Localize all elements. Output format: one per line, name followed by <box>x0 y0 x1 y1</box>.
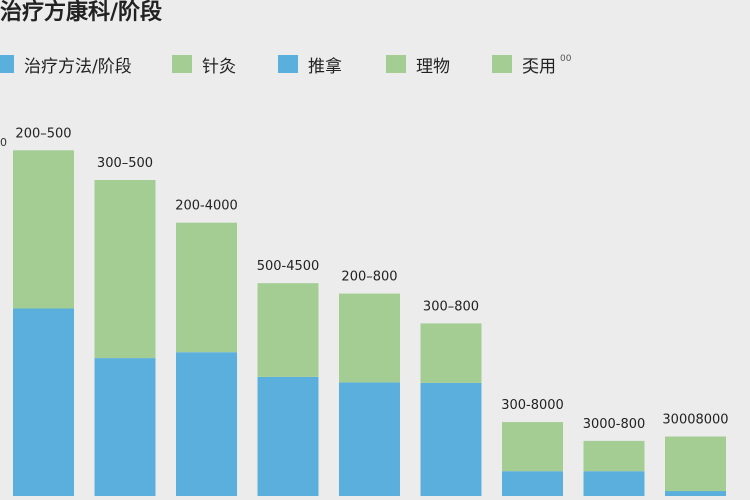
bar-segment-blue-1 <box>13 308 74 496</box>
legend-item-physio: 理物 <box>386 52 450 77</box>
bar-segment-blue-9 <box>665 491 726 496</box>
bar-segment-green-3 <box>176 222 237 353</box>
legend-swatch-physio <box>386 55 406 73</box>
legend-swatch-cost <box>492 55 512 73</box>
bar-segment-blue-8 <box>583 471 645 496</box>
bar-segment-green-8 <box>583 440 645 472</box>
bar-segment-blue-2 <box>94 358 156 496</box>
legend-swatch-acupuncture <box>172 55 192 73</box>
legend-item-method: 治疗方法/阶段 <box>0 52 132 77</box>
legend: 治疗方法/阶段 针灸 推拿 理物 奀用 00 <box>0 52 750 78</box>
bar-label-3: 200-4000 <box>175 199 238 214</box>
bar-label-7: 300-8000 <box>501 398 564 413</box>
bar-segment-blue-3 <box>176 352 237 496</box>
legend-label-massage: 推拿 <box>308 56 342 77</box>
bar-segment-blue-6 <box>420 382 482 496</box>
bar-segment-green-7 <box>502 422 563 472</box>
legend-swatch-method <box>0 55 14 73</box>
bar-label-2: 300–500 <box>97 156 153 171</box>
legend-item-acupuncture: 针灸 <box>172 52 236 77</box>
bar-segment-green-1 <box>13 150 74 309</box>
legend-note-cost: 00 <box>560 54 572 64</box>
y-axis-mark: 0 <box>0 136 7 149</box>
bar-label-5: 200–800 <box>341 270 397 285</box>
bar-label-8: 3000-800 <box>583 417 646 432</box>
legend-label-acupuncture: 针灸 <box>202 56 236 77</box>
legend-item-massage: 推拿 <box>278 52 342 77</box>
bar-segment-green-4 <box>257 283 319 377</box>
bar-label-9: 30008000 <box>662 413 728 428</box>
legend-item-cost: 奀用 00 <box>492 52 572 77</box>
legend-label-physio: 理物 <box>416 56 450 77</box>
legend-label-cost: 奀用 <box>522 56 556 77</box>
bar-segment-blue-4 <box>257 377 319 496</box>
bar-segment-green-6 <box>420 323 482 383</box>
bar-label-6: 300–800 <box>423 299 479 314</box>
bar-label-1: 200–500 <box>15 126 71 141</box>
bar-segment-blue-5 <box>339 382 400 496</box>
legend-label-method: 治疗方法/阶段 <box>24 56 132 77</box>
bar-segment-blue-7 <box>502 471 563 496</box>
bar-segment-green-9 <box>665 436 726 492</box>
bar-label-4: 500-4500 <box>257 259 320 274</box>
bar-segment-green-5 <box>339 293 400 383</box>
legend-swatch-massage <box>278 55 298 73</box>
bar-segment-green-2 <box>94 180 156 359</box>
chart-title: 治疗方康科/阶段 <box>0 0 163 25</box>
